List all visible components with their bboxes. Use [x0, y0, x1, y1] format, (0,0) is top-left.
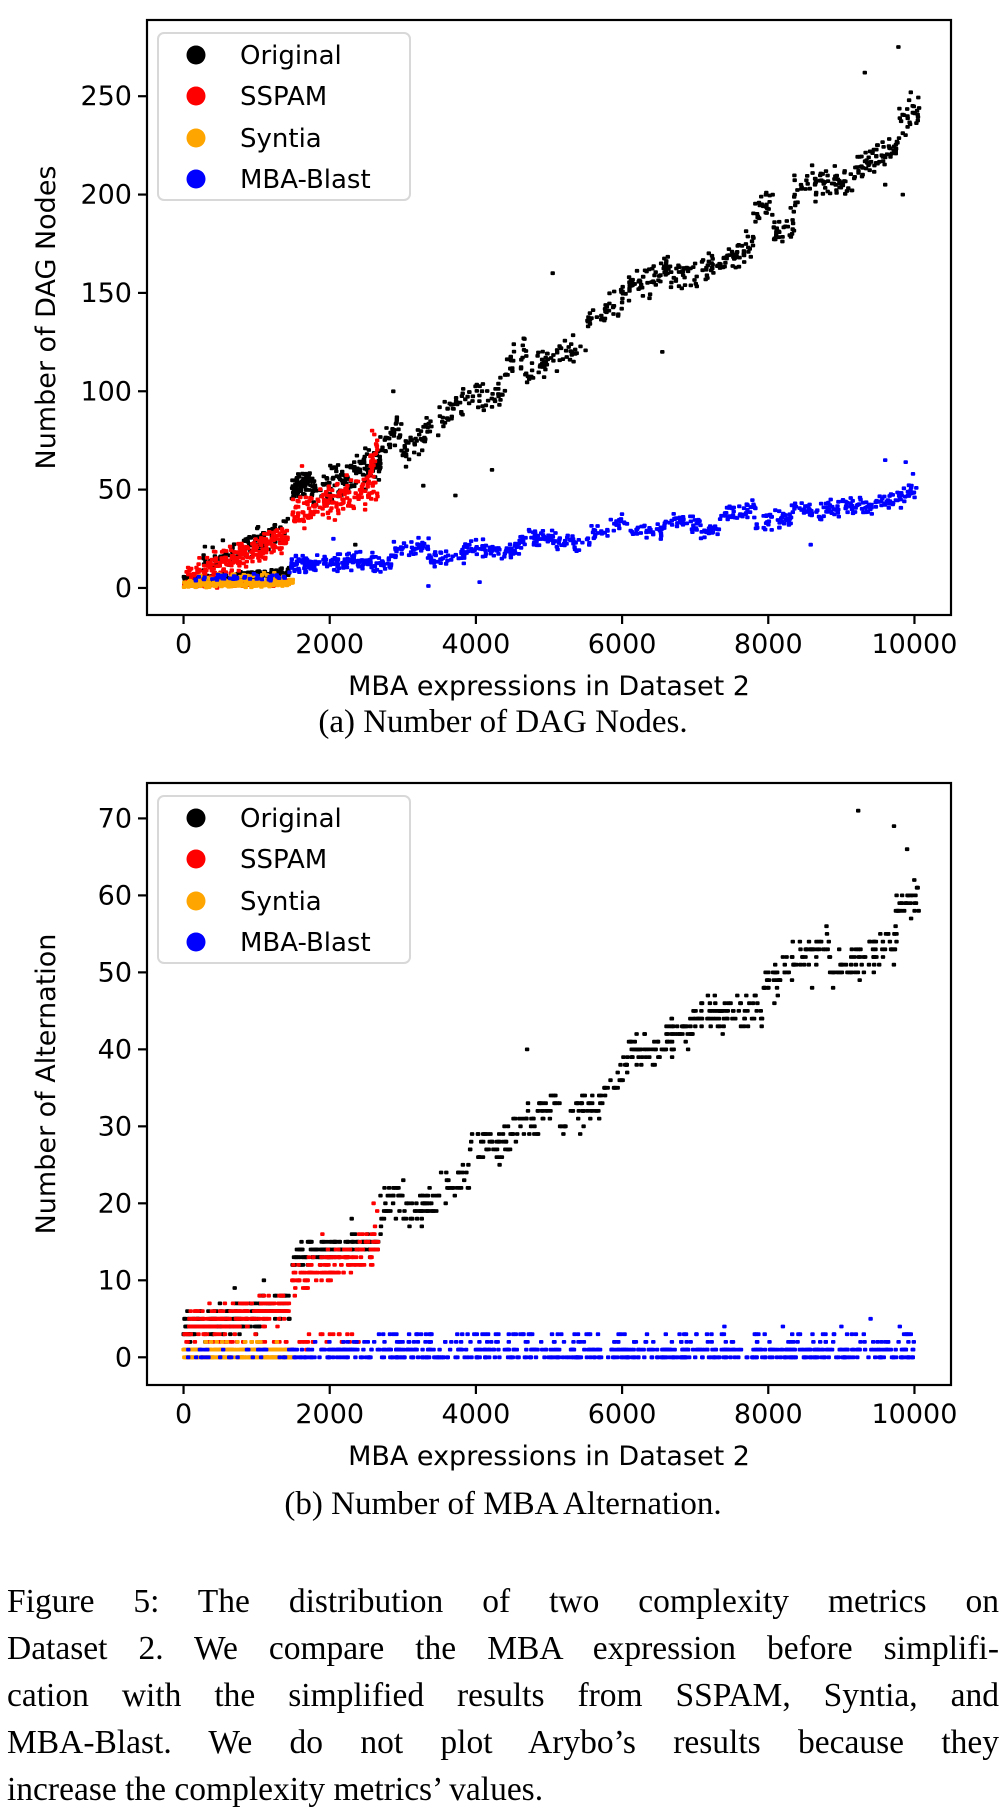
legend-marker-MBA-Blast — [186, 932, 206, 952]
x-axis: 0 2000 4000 6000 8000 10000 — [175, 615, 957, 660]
y-tick-label: 70 — [98, 803, 132, 834]
figure-caption-line: MBA-Blast. We do not plot Arybo’s result… — [7, 1724, 999, 1761]
axes: 0 2000 4000 6000 8000 10000 0 10 20 30 40 50 60 70 MBA… — [31, 781, 957, 1472]
plot-area — [181, 808, 921, 1360]
x-tick-label: 6000 — [588, 1399, 657, 1430]
figure-caption-line: Figure 5: The distribution of two comple… — [7, 1583, 999, 1620]
scatter-plot-dag-nodes: 0 2000 4000 6000 8000 10000 0 50 100 150 200 250 MBA… — [31, 18, 957, 702]
legend-label: SSPAM — [240, 82, 327, 112]
legend-marker-Original — [186, 808, 206, 828]
plot-frame — [145, 18, 953, 617]
legend-marker-SSPAM — [186, 849, 206, 869]
legend-marker-SSPAM — [186, 86, 206, 106]
figure-caption: Figure 5: The distribution of two comple… — [7, 1578, 999, 1810]
axes: 0 2000 4000 6000 8000 10000 0 50 100 150 200 250 MBA… — [31, 18, 957, 702]
x-tick-label: 4000 — [442, 629, 511, 660]
y-tick-label: 0 — [115, 1342, 132, 1373]
figure-caption-line: cation with the simplified results from … — [7, 1677, 999, 1714]
y-tick-label: 200 — [80, 180, 132, 211]
x-tick-label: 10000 — [872, 629, 958, 660]
legend: Original SSPAM Syntia MBA-Blast — [157, 32, 411, 201]
x-tick-label: 2000 — [295, 629, 364, 660]
legend-box — [157, 32, 411, 201]
legend-marker-MBA-Blast — [186, 169, 206, 189]
x-tick-label: 2000 — [295, 1399, 364, 1430]
legend-label: Original — [240, 41, 342, 71]
legend-label: Syntia — [240, 124, 322, 154]
y-axis-label: Number of DAG Nodes — [31, 165, 62, 469]
y-axis: 0 50 100 150 200 250 — [80, 81, 147, 604]
legend-label: Syntia — [240, 887, 322, 917]
series-MBA-Blast — [186, 1316, 916, 1360]
y-axis: 0 10 20 30 40 50 60 70 — [98, 803, 147, 1373]
x-tick-label: 8000 — [734, 1399, 803, 1430]
series-SSPAM — [182, 1201, 381, 1360]
y-tick-label: 10 — [98, 1265, 132, 1296]
x-axis-label: MBA expressions in Dataset 2 — [348, 1441, 750, 1472]
y-tick-label: 50 — [98, 475, 132, 506]
plot-frame — [145, 781, 953, 1387]
subcaption-a: (a) Number of DAG Nodes. — [318, 704, 688, 740]
figure-caption-line: Dataset 2. We compare the MBA expression… — [7, 1630, 999, 1667]
legend-marker-Syntia — [186, 128, 206, 148]
y-tick-label: 40 — [98, 1034, 132, 1065]
y-tick-label: 50 — [98, 957, 132, 988]
figure-caption-line: increase the complexity metrics’ values. — [7, 1771, 544, 1808]
x-axis: 0 2000 4000 6000 8000 10000 — [175, 1385, 957, 1430]
y-axis-label: Number of Alternation — [31, 934, 62, 1235]
y-tick-label: 30 — [98, 1111, 132, 1142]
x-tick-label: 0 — [175, 1399, 192, 1430]
series-MBA-Blast — [193, 458, 919, 588]
legend-label: SSPAM — [240, 845, 327, 875]
y-tick-label: 60 — [98, 880, 132, 911]
y-tick-label: 150 — [80, 278, 132, 309]
x-tick-label: 8000 — [734, 629, 803, 660]
x-tick-label: 10000 — [872, 1399, 958, 1430]
y-tick-label: 100 — [80, 376, 132, 407]
legend-label: MBA-Blast — [240, 928, 371, 958]
legend-label: Original — [240, 804, 342, 834]
subcaption-b: (b) Number of MBA Alternation. — [284, 1486, 722, 1522]
y-tick-label: 20 — [98, 1188, 132, 1219]
x-tick-label: 6000 — [588, 629, 657, 660]
x-tick-label: 4000 — [442, 1399, 511, 1430]
scatter-plot-mba-alternation: 0 2000 4000 6000 8000 10000 0 10 20 30 40 50 60 70 MBA… — [31, 781, 957, 1472]
series-SSPAM — [182, 428, 380, 590]
plot-area — [181, 45, 922, 590]
legend-box — [157, 795, 411, 964]
legend-marker-Syntia — [186, 891, 206, 911]
legend: Original SSPAM Syntia MBA-Blast — [157, 795, 411, 964]
y-tick-label: 250 — [80, 81, 132, 112]
legend-label: MBA-Blast — [240, 165, 371, 195]
legend-marker-Original — [186, 45, 206, 65]
x-axis-label: MBA expressions in Dataset 2 — [348, 671, 750, 702]
x-tick-label: 0 — [175, 629, 192, 660]
y-tick-label: 0 — [115, 573, 132, 604]
